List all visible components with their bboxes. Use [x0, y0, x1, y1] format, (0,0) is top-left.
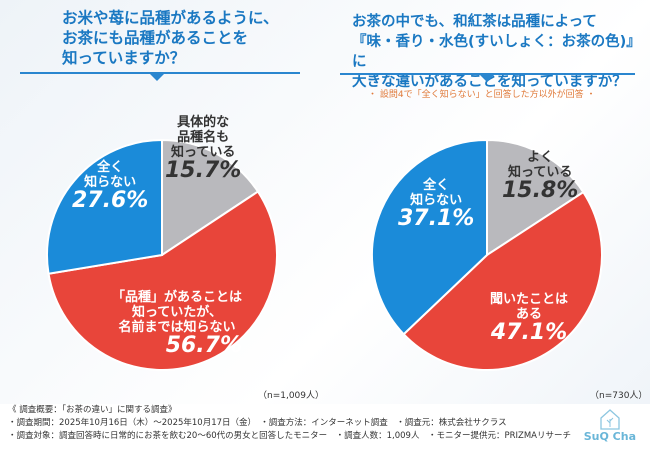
left-label-blue: 全く 知らない 27.6% — [72, 160, 149, 213]
pie-0-slice-0 — [161, 138, 260, 257]
pie-0-slice-2 — [46, 138, 163, 275]
right-sample-size: （n=730人） — [590, 391, 648, 401]
pie-1-slice-1 — [402, 190, 603, 371]
left-title: お米や苺に品種があるように、 お茶にも品種があることを 知っていますか？ — [62, 9, 279, 67]
right-label-gray: よく 知っている 15.8% — [502, 150, 579, 203]
suqcha-logo: SuQ Cha — [584, 408, 636, 443]
footer-line-2: ・調査期間：2025年10月16日（木）～2025年10月17日（金） ・調査方… — [8, 418, 507, 428]
pie-1-slice-2 — [371, 138, 488, 336]
left-label-gray: 具体的な 品種名も 知っている 15.7% — [165, 115, 242, 183]
footer-line-3: ・調査対象：調査回答時に日常的にお茶を飲む20～60代の男女と回答したモニター … — [8, 431, 571, 441]
right-title: お茶の中でも、和紅茶は品種によって 『味・香り・水色(すいしょく：お茶の色)』に大… — [352, 14, 641, 90]
right-label-blue: 全く 知らない 37.1% — [398, 178, 475, 231]
house-icon — [600, 409, 620, 430]
left-label-red: 「品種」があることは 知っていたが、 名前までは知らない 56.7% — [112, 290, 243, 358]
survey-footer: 《 調査概要：「お茶の違い」に関する調査》 ・調査期間：2025年10月16日（… — [0, 404, 650, 450]
pie-1-slice-0 — [486, 138, 585, 257]
right-note: ・ 設問4で「全く知らない」と回答した方以外が回答 ・ — [368, 90, 596, 100]
left-sample-size: （n=1,009人） — [258, 391, 325, 401]
right-title-pointer — [480, 75, 494, 82]
left-title-pointer — [150, 74, 164, 81]
right-title-underline — [340, 73, 635, 75]
right-label-red: 聞いたことは ある 47.1% — [490, 292, 569, 345]
footer-line-1: 《 調査概要：「お茶の違い」に関する調査》 — [8, 405, 177, 415]
pie-0-slice-1 — [47, 190, 278, 371]
left-title-underline — [20, 72, 300, 74]
